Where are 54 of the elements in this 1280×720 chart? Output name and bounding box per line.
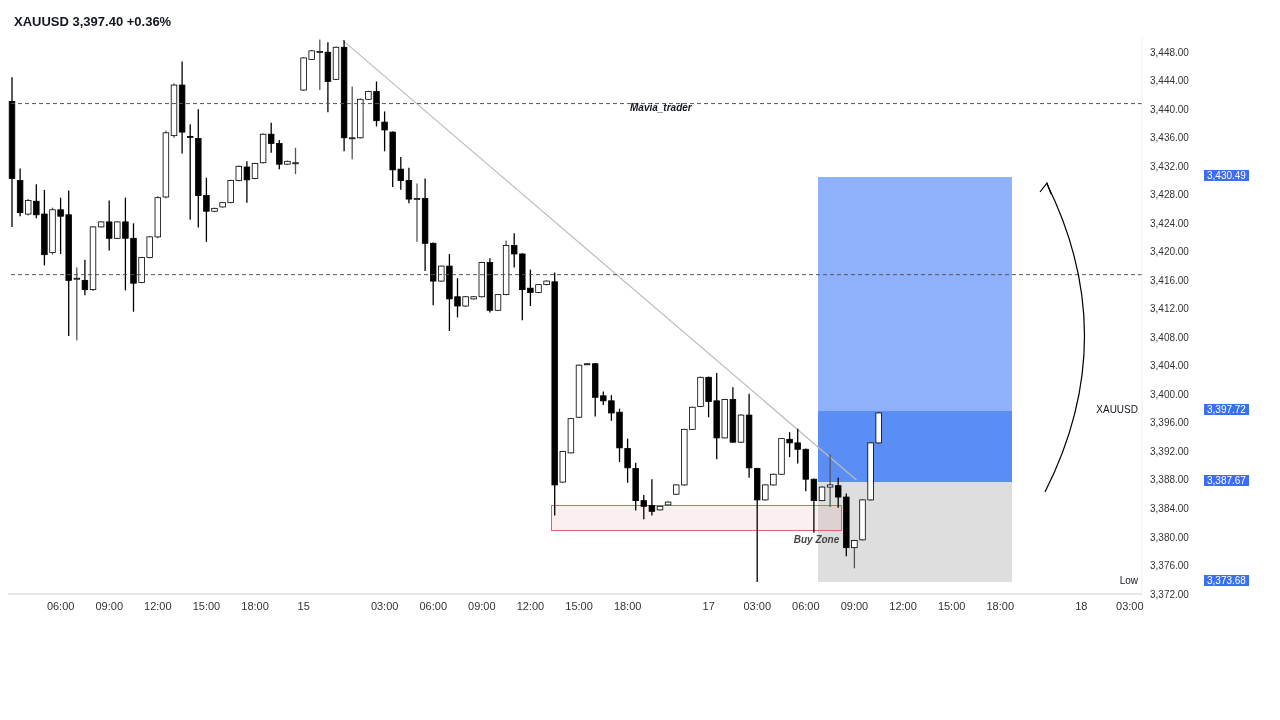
y-tick-label: 3,436.00 [1150, 132, 1190, 144]
text: 3,387.67 [1204, 475, 1249, 487]
x-tick-label: 15:00 [565, 599, 593, 612]
x-tick-label: 15:00 [937, 599, 966, 612]
y-tick-label: 3,432.00 [1150, 160, 1190, 172]
candlestick [413, 182, 421, 243]
x-tick-label: 18:00 [241, 599, 269, 612]
x-tick-label: 06:00 [792, 599, 820, 612]
y-tick-label: 3,376.00 [1150, 560, 1190, 572]
x-tick-label: 18 [1075, 599, 1088, 612]
x-tick-label: 15:00 [192, 599, 221, 612]
y-tick-label: 3,384.00 [1150, 503, 1190, 515]
y-tick-label: 3,448.00 [1150, 46, 1190, 58]
y-tick-label: 3,388.00 [1150, 474, 1190, 486]
x-tick-label: 18:00 [613, 599, 642, 612]
x-tick-label: 12:00 [144, 599, 172, 612]
candlestick [381, 110, 388, 152]
candlestick [187, 123, 194, 221]
annotation: Low [1119, 575, 1138, 587]
annotation: XAUUSD [1096, 403, 1138, 415]
y-tick-label: 3,416.00 [1150, 274, 1190, 286]
y-tick-label: 3,400.00 [1150, 388, 1190, 400]
annotation: Mavia_trader [630, 102, 692, 113]
text: 3,430.49 [1204, 170, 1249, 182]
x-tick-label: 03:00 [370, 599, 399, 612]
y-tick-label: 3,440.00 [1150, 103, 1190, 115]
y-tick-label: 3,392.00 [1150, 445, 1190, 457]
y-tick-label: 3,404.00 [1150, 360, 1190, 372]
candlestick [81, 259, 89, 296]
x-tick-label: 15 [297, 599, 310, 612]
text: 3,373.68 [1204, 575, 1249, 587]
band-label: Buy Zone [793, 534, 840, 546]
x-tick-label: 03:00 [1116, 599, 1144, 612]
y-tick-label: 3,412.00 [1150, 303, 1190, 315]
x-tick-label: 09:00 [95, 599, 124, 612]
x-tick-label: 06:00 [419, 599, 448, 612]
y-tick-label: 3,444.00 [1150, 75, 1190, 87]
x-tick-label: 06:00 [46, 599, 75, 612]
x-tick-label: 12:00 [516, 599, 545, 612]
y-tick-label: 3,372.00 [1150, 588, 1190, 600]
y-tick-label: 3,424.00 [1150, 217, 1190, 229]
y-tick-label: 3,420.00 [1150, 246, 1190, 258]
y-tick-label: 3,380.00 [1150, 531, 1190, 543]
text: 3,397.72 [1204, 403, 1249, 415]
x-tick-label: 03:00 [743, 599, 772, 612]
x-tick-label: 09:00 [840, 599, 869, 612]
chart-title: XAUUSD 3,397.40 +0.36% [14, 14, 172, 29]
x-tick-label: 18:00 [986, 599, 1015, 612]
y-tick-label: 3,396.00 [1150, 417, 1190, 429]
y-tick-label: 3,428.00 [1150, 189, 1190, 201]
x-tick-label: 12:00 [889, 599, 917, 612]
x-tick-label: 09:00 [468, 599, 496, 612]
y-tick-label: 3,408.00 [1150, 331, 1190, 343]
x-tick-label: 17 [702, 599, 715, 612]
